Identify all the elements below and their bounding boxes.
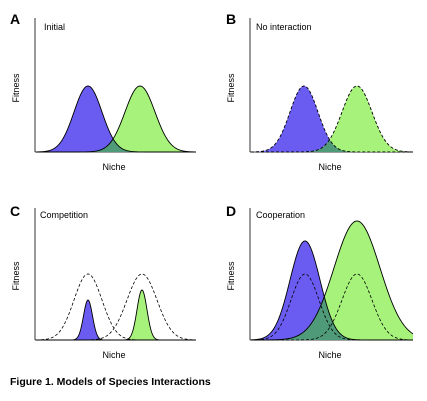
species-1-curve xyxy=(251,86,413,152)
panel-letter: B xyxy=(226,11,236,27)
panel-b: B No interaction Fitness Niche xyxy=(226,11,414,172)
species-1-initial-dashed xyxy=(35,273,196,341)
species-1-outline xyxy=(35,85,196,153)
species-2-curve xyxy=(36,86,196,152)
panel-title: Initial xyxy=(44,22,65,32)
panel-title: Competition xyxy=(40,210,88,220)
y-axis-label: Fitness xyxy=(226,261,236,291)
panel-a: A Initial Fitness Niche xyxy=(10,11,197,172)
x-axis-label: Niche xyxy=(318,350,341,360)
overlap-region xyxy=(251,139,413,152)
x-axis-label: Niche xyxy=(318,162,341,172)
y-axis-label: Fitness xyxy=(11,261,21,291)
panel-letter: D xyxy=(226,203,236,219)
species-1-initial-dashed xyxy=(251,273,413,341)
y-axis-label: Fitness xyxy=(11,73,21,103)
x-axis-label: Niche xyxy=(102,350,125,360)
panel-d: D Cooperation Fitness Niche xyxy=(226,203,414,360)
y-axis-label: Fitness xyxy=(226,73,236,103)
overlap-region xyxy=(251,297,413,340)
species-1-curve xyxy=(36,86,196,152)
species-2-curve xyxy=(36,290,196,340)
species-1-curve xyxy=(36,300,196,340)
species-2-curve xyxy=(251,86,413,152)
species-1-outline xyxy=(250,240,413,341)
panel-title: No interaction xyxy=(256,22,312,32)
panel-letter: C xyxy=(10,203,20,219)
overlap-region xyxy=(36,138,196,152)
figure-caption: Figure 1. Models of Species Interactions xyxy=(10,376,211,388)
panel-title: Cooperation xyxy=(256,210,305,220)
x-axis-label: Niche xyxy=(102,162,125,172)
species-2-curve xyxy=(251,221,413,340)
species-2-outline xyxy=(36,85,197,153)
panel-c: C Competition Fitness Niche xyxy=(10,203,197,360)
panel-letter: A xyxy=(10,11,20,27)
species-2-outline xyxy=(36,289,196,341)
species-2-initial-dashed xyxy=(251,273,414,341)
species-2-initial-dashed xyxy=(36,273,197,341)
species-1-curve xyxy=(251,241,413,340)
species-2-outline xyxy=(251,85,414,153)
species-1-outline xyxy=(250,85,413,153)
species-1-outline xyxy=(36,299,196,341)
